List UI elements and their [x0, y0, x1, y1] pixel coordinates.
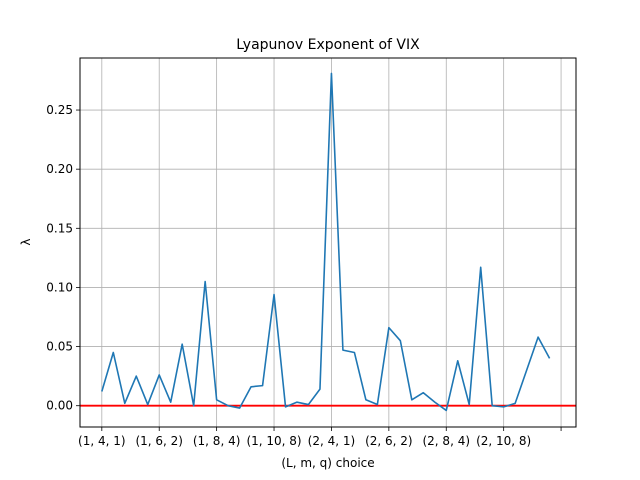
y-tick-label: 0.25 — [46, 103, 73, 117]
data-series — [101, 72, 551, 412]
x-tick-label: (2, 6, 2) — [365, 434, 413, 448]
x-tick-label: (1, 6, 2) — [135, 434, 183, 448]
x-tick-label: (2, 8, 4) — [422, 434, 470, 448]
chart-title: Lyapunov Exponent of VIX — [236, 37, 420, 53]
y-tick-label: 0.10 — [46, 280, 73, 294]
y-axis-ticks: 0.00 0.05 0.10 0.15 0.20 0.25 — [46, 103, 80, 413]
y-tick-label: 0.05 — [46, 340, 73, 354]
x-tick-label: (2, 4, 1) — [308, 434, 356, 448]
x-tick-label: (1, 4, 1) — [78, 434, 126, 448]
x-tick-label: (1, 8, 4) — [193, 434, 241, 448]
y-tick-label: 0.20 — [46, 162, 73, 176]
x-tick-label: (2, 10, 8) — [476, 434, 531, 448]
x-tick-label: (1, 10, 8) — [246, 434, 301, 448]
plot-area — [80, 58, 576, 427]
x-axis-ticks: (1, 4, 1) (1, 6, 2) (1, 8, 4) (1, 10, 8) (2,… — [78, 427, 562, 448]
y-axis-title: λ — [19, 238, 33, 245]
series-line — [101, 72, 551, 412]
x-axis-title: (L, m, q) choice — [281, 456, 374, 470]
plot-frame — [79, 57, 577, 428]
y-tick-label: 0.00 — [46, 399, 73, 413]
y-tick-label: 0.15 — [46, 221, 73, 235]
